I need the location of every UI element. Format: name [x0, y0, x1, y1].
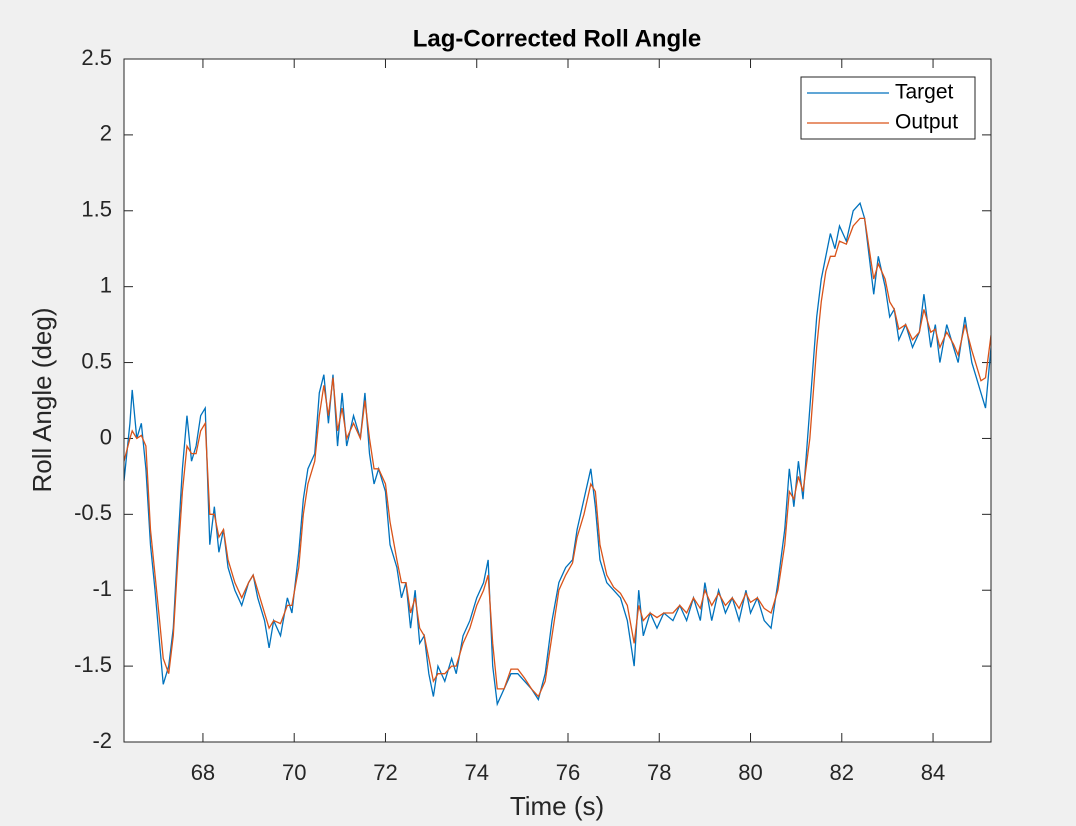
y-tick-label: 0.5: [81, 348, 112, 373]
x-tick-label: 68: [191, 760, 215, 785]
legend-label: Output: [895, 111, 958, 134]
y-tick-label: -0.5: [74, 500, 112, 525]
x-tick-label: 78: [647, 760, 671, 785]
legend-box: [800, 76, 976, 140]
x-tick-label: 72: [373, 760, 397, 785]
legend-label: Target: [895, 81, 954, 104]
x-tick-label: 82: [830, 760, 854, 785]
y-tick-label: 1: [100, 272, 112, 297]
axes-box: [123, 58, 992, 743]
plot-lines: [124, 201, 991, 707]
y-tick-label: -2: [92, 728, 112, 753]
x-tick-label: 74: [464, 760, 488, 785]
chart-title: Lag-Corrected Roll Angle: [413, 25, 701, 52]
y-tick-label: 1.5: [81, 197, 112, 222]
y-tick-label: 0: [100, 424, 112, 449]
y-axis-label: Roll Angle (deg): [27, 308, 57, 493]
y-tick-label: -1: [92, 576, 112, 601]
plot-area: [124, 59, 991, 742]
x-tick-label: 70: [282, 760, 306, 785]
x-tick-label: 76: [556, 760, 580, 785]
y-tick-label: 2: [100, 121, 112, 146]
x-tick-label: 80: [738, 760, 762, 785]
x-tick-label: 84: [921, 760, 945, 785]
y-tick-label: -1.5: [74, 652, 112, 677]
series-line: [124, 217, 991, 698]
y-tick-label: 2.5: [81, 45, 112, 70]
x-axis-label: Time (s): [510, 791, 604, 821]
